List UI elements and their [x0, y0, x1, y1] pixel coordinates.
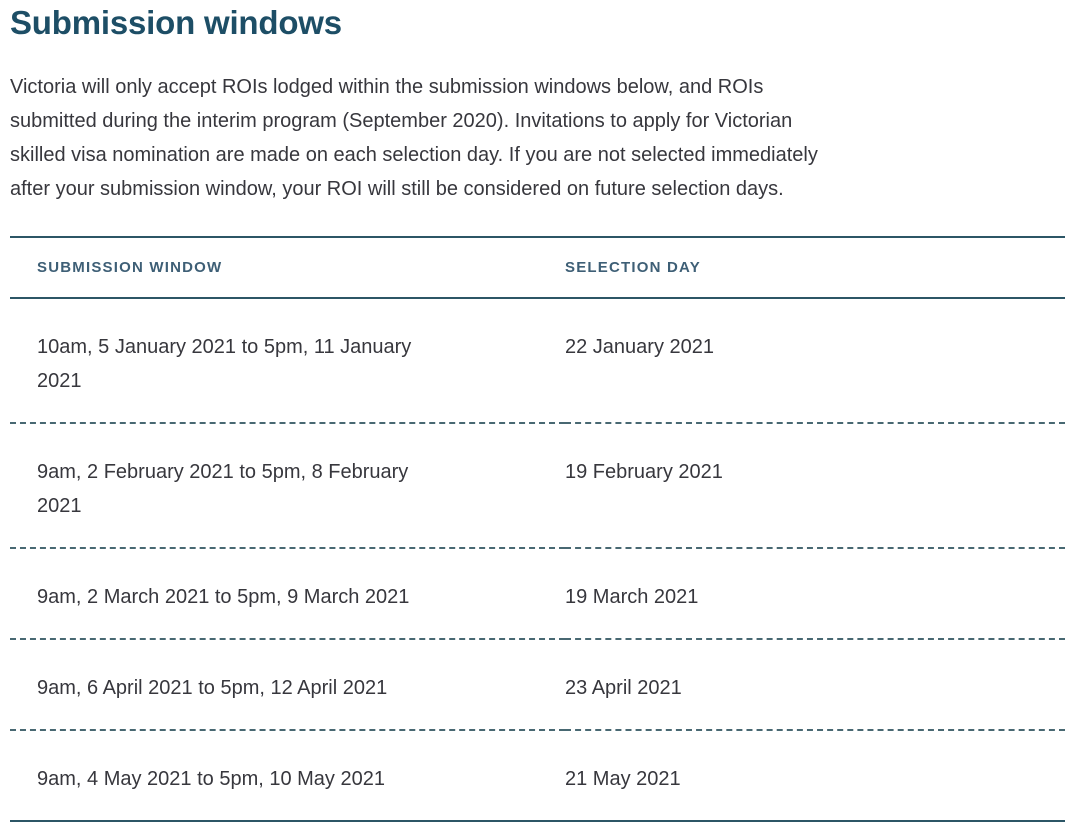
column-header-submission-window: SUBMISSION WINDOW	[37, 259, 223, 276]
submission-window-text: 10am, 5 January 2021 to 5pm, 11 January …	[37, 336, 412, 392]
table-row: 9am, 2 March 2021 to 5pm, 9 March 2021 1…	[10, 548, 1065, 639]
submission-window-text: 9am, 2 March 2021 to 5pm, 9 March 2021	[37, 586, 410, 608]
submission-windows-table: SUBMISSION WINDOW SELECTION DAY 10am, 5 …	[10, 236, 1065, 822]
table-row: 9am, 2 February 2021 to 5pm, 8 February …	[10, 423, 1065, 548]
selection-day-cell: 23 April 2021	[565, 677, 682, 699]
table-row: 9am, 6 April 2021 to 5pm, 12 April 2021 …	[10, 639, 1065, 730]
table-row: 9am, 4 May 2021 to 5pm, 10 May 2021 21 M…	[10, 730, 1065, 821]
submission-window-cell: 9am, 4 May 2021 to 5pm, 10 May 2021	[10, 730, 565, 821]
selection-day-cell: 19 March 2021	[565, 586, 699, 608]
submission-window-text: 9am, 4 May 2021 to 5pm, 10 May 2021	[37, 768, 385, 790]
submission-window-text: 9am, 2 February 2021 to 5pm, 8 February …	[37, 461, 409, 517]
submission-window-cell: 9am, 6 April 2021 to 5pm, 12 April 2021	[10, 639, 565, 730]
column-header-selection-day: SELECTION DAY	[565, 259, 701, 276]
submission-window-cell: 10am, 5 January 2021 to 5pm, 11 January …	[10, 298, 565, 423]
table-row: 10am, 5 January 2021 to 5pm, 11 January …	[10, 298, 1065, 423]
selection-day-cell: 22 January 2021	[565, 336, 715, 358]
selection-day-cell: 21 May 2021	[565, 768, 681, 790]
submission-window-text: 9am, 6 April 2021 to 5pm, 12 April 2021	[37, 677, 388, 699]
selection-day-cell: 19 February 2021	[565, 461, 723, 483]
submission-window-cell: 9am, 2 March 2021 to 5pm, 9 March 2021	[10, 548, 565, 639]
submission-window-cell: 9am, 2 February 2021 to 5pm, 8 February …	[10, 423, 565, 548]
table-header-row: SUBMISSION WINDOW SELECTION DAY	[10, 237, 1065, 298]
page-title: Submission windows	[10, 4, 342, 41]
intro-paragraph: Victoria will only accept ROIs lodged wi…	[10, 76, 818, 200]
